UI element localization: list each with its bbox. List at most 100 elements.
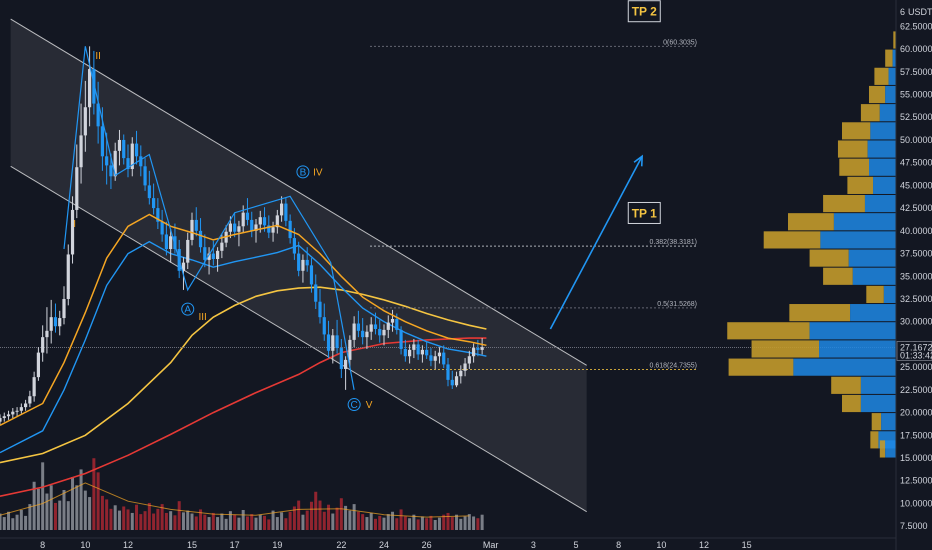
volume-profile-bar [823, 267, 853, 285]
volume-bar [416, 519, 420, 530]
volume-bar [19, 510, 23, 530]
volume-bar [348, 510, 352, 530]
volume-bar [190, 513, 194, 530]
volume-bar [152, 513, 156, 530]
volume-profile-bar [883, 285, 896, 304]
volume-bar [62, 490, 66, 530]
volume-bar [442, 514, 446, 530]
y-tick-label: 60.0000 [900, 44, 932, 54]
volume-bar [92, 458, 96, 530]
candle-body [211, 253, 215, 260]
volume-profile-bar [842, 394, 861, 413]
volume-bar [233, 514, 237, 530]
target-label: TP 1 [632, 206, 657, 220]
candle-body [369, 324, 373, 332]
volume-profile-bar [831, 376, 861, 394]
candle-body [100, 126, 104, 157]
candle-body [28, 396, 32, 404]
candle-body [15, 410, 19, 412]
candle-body [254, 224, 258, 231]
volume-profile-bar [885, 85, 896, 104]
x-tick-label: 22 [336, 540, 346, 550]
volume-bar [117, 510, 121, 530]
volume-profile-bar [728, 358, 794, 376]
x-tick-label: 26 [422, 540, 432, 550]
volume-bar [339, 498, 343, 530]
fib-label: 0.618(24.7355) [650, 363, 697, 370]
y-axis-top-label: 6 [900, 7, 905, 17]
y-tick-label: 42.5000 [900, 203, 932, 213]
candle-body [88, 69, 92, 108]
candle-body [32, 377, 36, 397]
projection-arrow-line [549, 155, 643, 330]
candle-body [472, 348, 476, 357]
wave-label: II [95, 51, 101, 62]
candle-body [437, 352, 442, 357]
candle-body [233, 223, 237, 232]
volume-bar [280, 512, 284, 530]
volume-bar [314, 491, 318, 530]
volume-profile-bar [793, 358, 896, 376]
x-tick-label: 12 [699, 540, 709, 550]
x-tick-label: 15 [742, 540, 752, 550]
candle-body [58, 318, 62, 327]
fib-label: 0.382(38.3181) [650, 239, 697, 246]
volume-profile-bar [842, 122, 871, 140]
volume-profile-bar [879, 104, 896, 122]
volume-bar [28, 504, 32, 530]
volume-profile-bar [763, 231, 821, 249]
wave-label: A [184, 305, 191, 316]
candle-body [326, 334, 331, 351]
volume-bar [58, 500, 62, 530]
candle-body [228, 223, 232, 232]
candle-body [147, 185, 151, 199]
volume-bar [139, 514, 143, 530]
x-tick-label: 5 [573, 540, 578, 550]
candle-body [126, 158, 130, 170]
candle-body [45, 330, 49, 338]
x-tick-label: 10 [656, 540, 666, 550]
volume-bar [446, 512, 450, 530]
candle-body [382, 329, 386, 336]
candle-body [24, 403, 28, 408]
volume-profile-bar [809, 322, 896, 340]
candle-body [173, 236, 177, 250]
candle-body [105, 156, 109, 166]
projection-arrow-head [633, 154, 643, 167]
channel-lower-line [10, 165, 587, 513]
candle-body [245, 212, 250, 220]
candle-body [459, 370, 463, 377]
candle-body [284, 203, 288, 221]
volume-bar [463, 516, 467, 530]
candle-body [96, 103, 100, 127]
volume-bar [335, 507, 339, 530]
volume-bar [7, 511, 11, 530]
candle-body [143, 166, 147, 186]
volume-bar [186, 510, 190, 530]
candle-body [79, 135, 83, 168]
candle-body [36, 352, 40, 378]
price-axis-background [896, 0, 932, 550]
volume-bar [292, 506, 296, 530]
volume-bar [301, 514, 305, 530]
volume-bar [105, 499, 109, 530]
x-tick-label: Mar [483, 540, 499, 550]
candle-body [19, 407, 23, 411]
volume-bar [476, 518, 480, 530]
volume-bar [288, 511, 292, 530]
volume-bar [467, 514, 471, 530]
candle-body [390, 318, 395, 323]
volume-bar [408, 518, 412, 530]
candle-body [271, 227, 275, 233]
volume-bar [199, 509, 203, 530]
candle-body [220, 242, 224, 251]
volume-bar [352, 504, 356, 530]
candle-body [352, 323, 356, 340]
volume-bar [156, 508, 160, 530]
volume-bar [267, 519, 271, 530]
volume-profile-bar [867, 140, 896, 158]
candle-body [190, 219, 194, 240]
volume-profile-bar [847, 176, 874, 194]
